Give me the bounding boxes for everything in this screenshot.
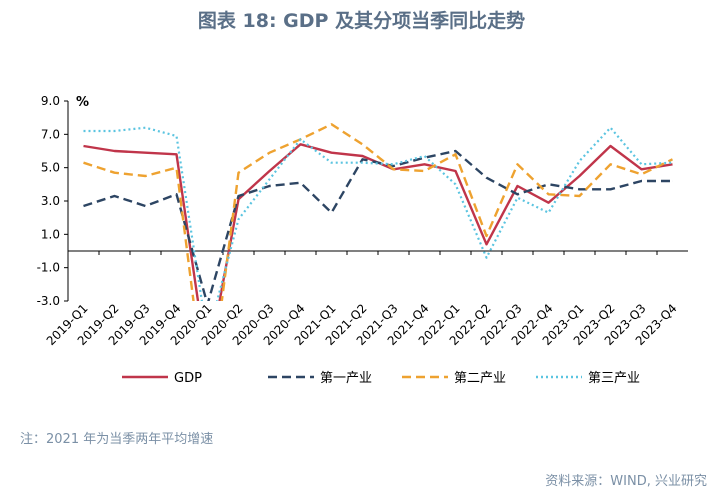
- legend-label: 第二产业: [454, 371, 506, 386]
- y-tick-label: 1.0: [41, 227, 60, 241]
- chart-axes: 9.07.05.03.01.0-1.0-3.0%2019-Q12019-Q220…: [37, 94, 688, 348]
- chart-legend: GDP 第一产业 第二产业 第三产业: [122, 371, 640, 386]
- legend-label: GDP: [174, 371, 202, 386]
- y-unit-label: %: [76, 95, 89, 110]
- legend-label: 第一产业: [320, 371, 372, 386]
- y-tick-label: -1.0: [37, 261, 60, 275]
- series-layer: [83, 123, 674, 301]
- legend-label: 第三产业: [588, 371, 640, 386]
- figure-title: 图表 18: GDP 及其分项当季同比走势: [197, 10, 526, 32]
- series-line-1: [83, 149, 673, 301]
- y-tick-label: 9.0: [41, 94, 60, 108]
- series-line-2: [83, 123, 674, 301]
- y-tick-label: 7.0: [41, 127, 60, 141]
- y-tick-label: -3.0: [37, 294, 60, 308]
- footnote: 注：2021 年为当季两年平均增速: [20, 432, 214, 447]
- source-note: 资料来源：WIND, 兴业研究: [545, 474, 707, 489]
- y-tick-label: 5.0: [41, 161, 60, 175]
- y-tick-label: 3.0: [41, 194, 60, 208]
